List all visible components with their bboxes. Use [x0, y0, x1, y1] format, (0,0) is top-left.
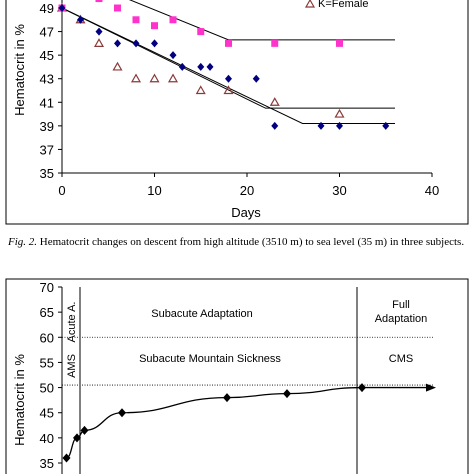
fig2-point-diamond: [132, 39, 140, 48]
fig2-point-triangle: [130, 73, 142, 83]
fig2-point-diamond: [336, 121, 343, 130]
fig2-data-points: [56, 0, 390, 130]
region-label-subacute-sickness: Subacute Mountain Sickness: [139, 353, 281, 365]
fig3-y-axis-label: Hematocrit in %: [12, 354, 27, 446]
fig3-point-diamond: [73, 433, 81, 443]
fig2-x-tick-label: 30: [332, 183, 346, 198]
fig2-point-triangle: [167, 73, 179, 83]
fig2-point-diamond: [382, 121, 390, 130]
fig3-y-tick-label: 60: [40, 330, 54, 345]
fig2-point-diamond: [95, 27, 103, 36]
fig2-point-triangle: [149, 73, 160, 83]
fig2-x-tick-label: 20: [240, 183, 254, 198]
fig3-curve: [66, 383, 436, 459]
fig2-y-tick-label: 39: [40, 119, 54, 134]
region-label-full-line2: Adaptation: [375, 313, 428, 325]
fig2-y-tick-label: 41: [40, 95, 54, 110]
legend-triangle-marker: [304, 0, 316, 8]
fig2-point-square: [114, 4, 121, 12]
fig3-point-diamond: [80, 425, 89, 435]
fig2-point-diamond: [252, 74, 260, 83]
region-label-subacute-adaptation: Subacute Adaptation: [151, 308, 253, 320]
fig2-point-triangle: [269, 97, 280, 106]
fig2-caption: Fig. 2. Hematocrit changes on descent fr…: [8, 236, 470, 249]
fig2-trend-line: [128, 0, 395, 41]
fig3-y-tick-label: 70: [40, 280, 54, 295]
fig2-y-axis-label: Hematocrit in %: [12, 24, 27, 116]
fig2-point-diamond: [271, 121, 279, 130]
fig3-point-diamond: [118, 408, 126, 418]
fig3-axes: [58, 286, 358, 474]
fig2-x-tick-label: 10: [147, 183, 161, 198]
fig2-point-square: [151, 22, 158, 30]
fig2-point-triangle: [195, 85, 206, 95]
fig3-y-tick-label: 40: [40, 431, 54, 446]
fig2-point-diamond: [178, 62, 186, 71]
fig2-point-diamond: [225, 74, 232, 83]
fig2-axes: [58, 0, 433, 177]
fig2-point-triangle: [93, 38, 105, 47]
fig3-point-diamond: [283, 389, 291, 399]
region-label-ams: AMS: [66, 354, 78, 378]
fig3-y-tick-label: 65: [40, 305, 54, 320]
fig2-point-diamond: [206, 62, 214, 71]
fig2-x-tick-label: 40: [425, 183, 439, 198]
fig2-point-square: [132, 16, 140, 24]
fig2-y-tick-label: 49: [40, 1, 54, 16]
fig2-point-square: [95, 0, 103, 3]
fig3-point-diamond: [223, 393, 231, 403]
fig2-point-diamond: [114, 39, 121, 48]
fig3-tick-labels: 35 40 45 50 55 60 65 70: [40, 280, 54, 471]
fig2-trend-line: [61, 7, 395, 109]
fig2-frame: [5, 0, 469, 225]
fig2-legend: K=Female: [304, 0, 368, 10]
fig2-point-square: [197, 28, 205, 36]
fig3-y-tick-label: 35: [40, 456, 54, 471]
fig2-y-tick-label: 47: [40, 25, 54, 40]
fig2-point-diamond: [77, 15, 84, 24]
fig3-point-diamond: [62, 453, 71, 463]
fig2-point-square: [336, 39, 343, 47]
fig3-curve-line: [66, 386, 428, 459]
fig3-x-axis-arrow: [426, 383, 436, 392]
fig2-point-square: [225, 39, 232, 47]
fig2-caption-text: Hematocrit changes on descent from high …: [39, 236, 465, 248]
fig2-x-tick-label: 0: [58, 183, 65, 198]
fig2-point-triangle: [112, 61, 123, 71]
fig2-tick-labels: 35 37 39 41 43 45 47 49 0 10 20 30 40: [40, 1, 440, 198]
fig2-point-diamond: [151, 39, 158, 48]
fig2-caption-label: Fig. 2.: [8, 236, 38, 248]
fig2-point-square: [271, 39, 279, 47]
fig2-point-diamond: [169, 51, 177, 60]
fig2-point-diamond: [197, 62, 205, 71]
fig3-reference-lines: [62, 336, 433, 386]
region-label-acute: Acute A.: [66, 302, 78, 343]
fig3-data-points: [62, 383, 366, 463]
region-label-full-line1: Full: [392, 299, 410, 311]
fig2-y-tick-label: 35: [40, 166, 54, 181]
fig2-y-tick-label: 43: [40, 72, 54, 87]
fig3-frame: [5, 278, 469, 474]
fig3-y-tick-label: 55: [40, 355, 54, 370]
fig3-y-tick-label: 45: [40, 406, 54, 421]
fig2-y-tick-label: 45: [40, 48, 54, 63]
fig2-point-triangle: [334, 108, 345, 118]
fig2-point-diamond: [58, 4, 66, 12]
fig3-point-diamond: [358, 383, 366, 393]
fig2-point-triangle: [223, 85, 234, 95]
legend-entry-female: K=Female: [318, 0, 368, 10]
fig2-trend-line: [61, 7, 395, 124]
region-label-cms: CMS: [389, 353, 413, 365]
fig2-point-diamond: [317, 121, 325, 130]
fig2-x-axis-label: Days: [231, 205, 261, 220]
fig2-y-tick-label: 37: [40, 142, 54, 157]
fig3-y-tick-label: 50: [40, 381, 54, 396]
fig2-trend-lines: [61, 0, 395, 124]
fig2-point-square: [169, 16, 177, 24]
